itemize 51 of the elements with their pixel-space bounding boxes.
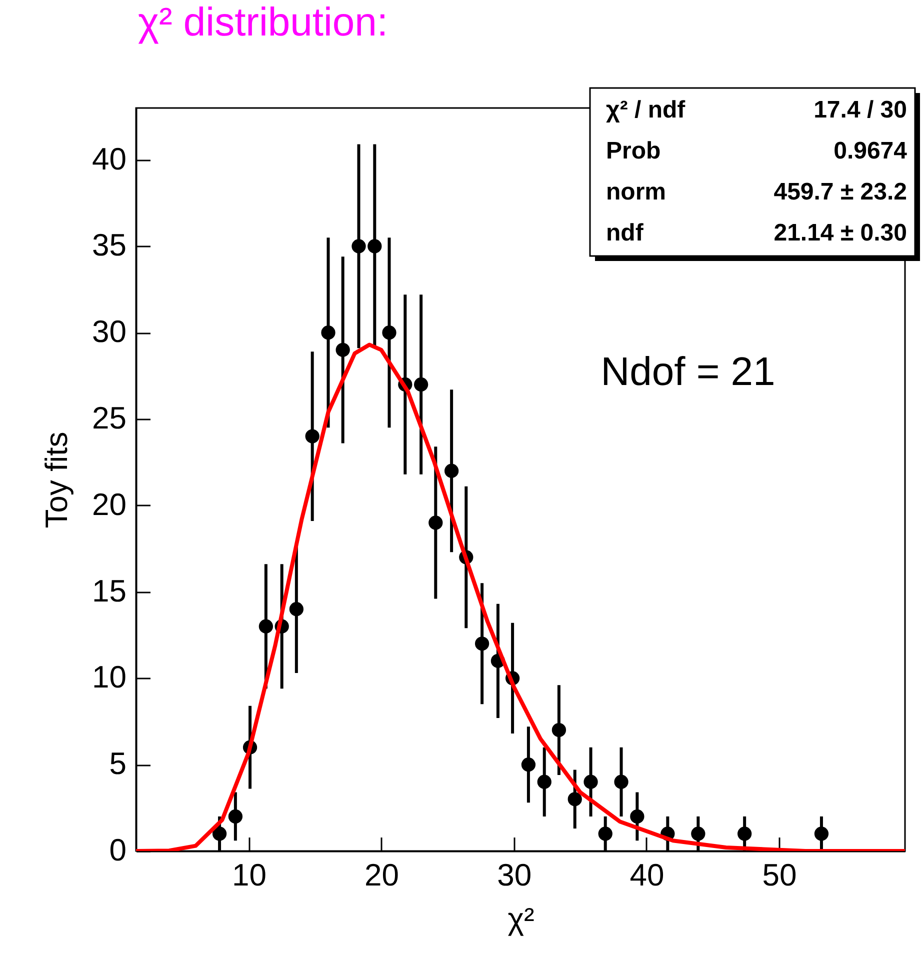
annotation: Ndof = 21 [600, 350, 776, 394]
y-tick-label: 25 [92, 400, 126, 436]
annotation: 21.14 ± 0.30 [774, 220, 907, 246]
y-tick-label: 30 [92, 314, 126, 350]
annotation: ndf [606, 220, 644, 246]
point [444, 464, 459, 478]
point [584, 774, 598, 789]
point [228, 809, 243, 824]
point [691, 826, 706, 841]
y-axis-title: Toy fits [39, 432, 74, 528]
point [289, 602, 304, 616]
point [305, 429, 320, 444]
y-tick-label: 20 [92, 486, 126, 522]
x-tick-label: 40 [630, 858, 664, 892]
x-tick-label: 30 [497, 858, 532, 892]
annotation: χ² / ndf [606, 96, 686, 124]
point [614, 774, 628, 789]
x-axis-title: χ² [508, 902, 534, 936]
point [382, 326, 396, 340]
point [414, 377, 428, 392]
point [521, 758, 536, 772]
point [537, 774, 552, 789]
point [352, 239, 366, 254]
point [630, 809, 644, 824]
annotation: 459.7 ± 23.2 [774, 178, 907, 206]
chart-title: χ² distribution: [138, 0, 388, 44]
annotation: 0.9674 [834, 138, 908, 164]
point [368, 239, 382, 254]
point [336, 342, 350, 357]
point [428, 516, 443, 530]
y-tick-label: 35 [92, 228, 126, 263]
point [814, 826, 829, 841]
point [552, 722, 566, 738]
y-tick-label: 5 [109, 746, 126, 782]
point [568, 792, 582, 806]
x-tick-label: 20 [364, 858, 400, 892]
point [321, 326, 336, 340]
point [212, 826, 227, 841]
annotation: norm [606, 178, 666, 206]
x-tick-label: 10 [232, 858, 266, 892]
y-tick-label: 10 [92, 660, 126, 695]
point [474, 636, 490, 651]
x-tick-label: 50 [762, 858, 797, 892]
point [738, 826, 752, 841]
y-tick-label: 0 [109, 832, 126, 868]
annotation: Prob [606, 138, 661, 164]
annotation: 17.4 / 30 [814, 96, 907, 124]
y-tick-label: 40 [92, 141, 126, 176]
point [598, 826, 612, 841]
y-tick-label: 15 [92, 573, 126, 608]
point [258, 619, 274, 634]
